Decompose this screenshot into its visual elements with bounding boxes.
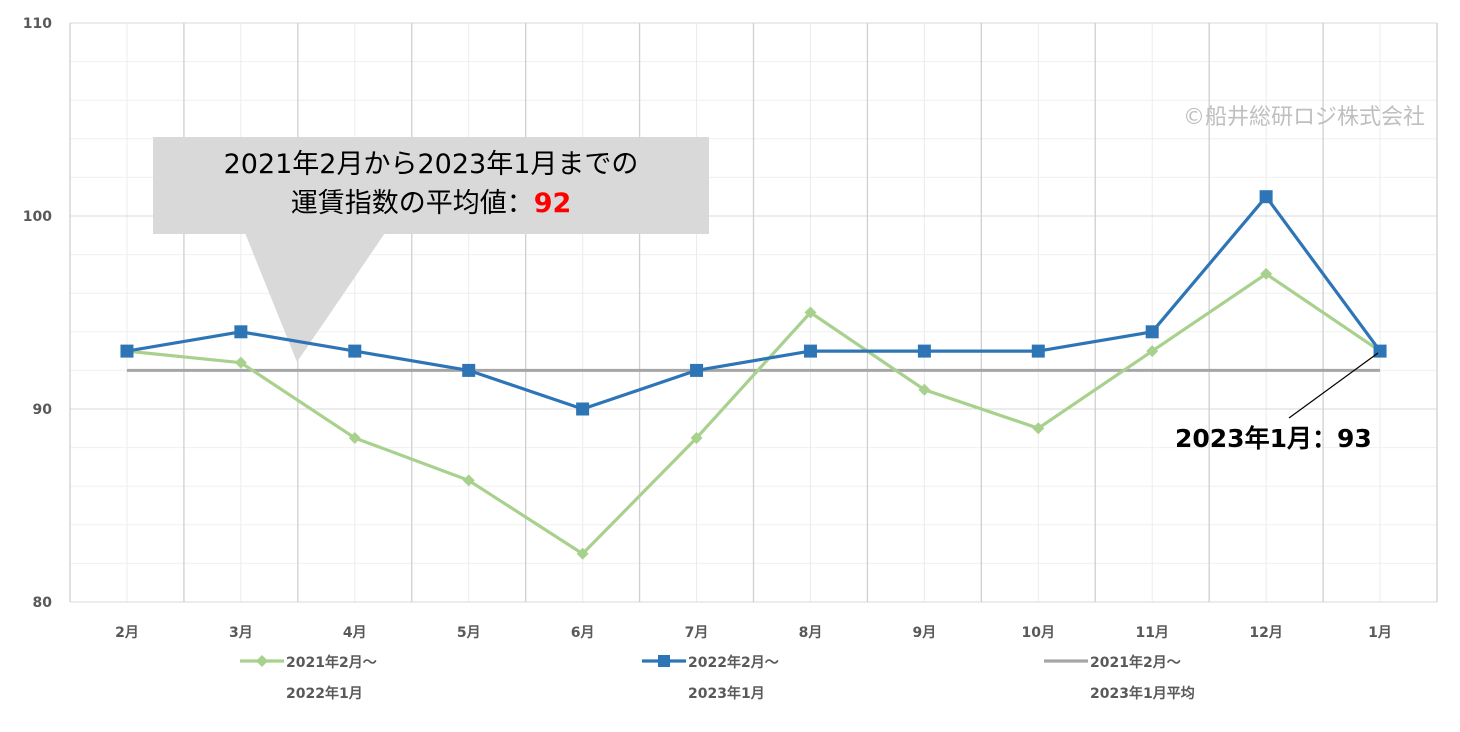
data-point-diamond xyxy=(1146,345,1159,358)
legend-label-line1: 2022年2月～ xyxy=(688,654,779,671)
y-axis-ticks: 80 90 100 110 xyxy=(23,16,52,611)
svg-text:2023年1月：93: 2023年1月：93 xyxy=(1175,424,1372,453)
data-point-square xyxy=(917,344,931,358)
series-group xyxy=(120,190,1387,560)
data-point-diamond xyxy=(234,356,247,369)
legend-marker-square xyxy=(658,655,670,667)
callout-box xyxy=(153,137,709,234)
x-tick-label: 3月 xyxy=(229,625,253,641)
average-callout: 2021年2月から2023年1月までの 運賃指数の平均値：92 xyxy=(153,137,709,362)
x-tick-label: 9月 xyxy=(913,625,937,641)
x-tick-label: 10月 xyxy=(1022,625,1055,641)
data-point-diamond xyxy=(690,431,703,444)
y-tick-label: 110 xyxy=(23,16,52,32)
x-tick-label: 1月 xyxy=(1368,625,1392,641)
data-point-square xyxy=(1145,325,1159,339)
data-point-square xyxy=(1259,190,1273,204)
data-point-square xyxy=(1031,344,1045,358)
x-tick-label: 6月 xyxy=(571,625,595,641)
x-tick-label: 4月 xyxy=(343,625,367,641)
data-point-square xyxy=(690,363,704,377)
data-point-diamond xyxy=(462,474,475,487)
data-point-square xyxy=(234,325,248,339)
callout-line2: 運賃指数の平均値： xyxy=(291,188,534,219)
data-point-square xyxy=(348,344,362,358)
y-tick-label: 80 xyxy=(33,595,53,611)
legend-label-line1: 2021年2月～ xyxy=(1090,654,1181,671)
callout-pointer xyxy=(245,233,385,362)
data-point-square xyxy=(1373,344,1387,358)
data-point-diamond xyxy=(804,306,817,319)
x-tick-label: 11月 xyxy=(1135,625,1168,641)
last-point-label: 2023年1月： xyxy=(1175,424,1337,453)
legend-label-line2: 2022年1月 xyxy=(286,685,363,702)
series-line xyxy=(126,195,1382,411)
series-line xyxy=(126,272,1381,556)
data-point-diamond xyxy=(1032,422,1045,435)
data-point-diamond xyxy=(576,547,589,560)
data-point-square xyxy=(462,363,476,377)
x-tick-label: 5月 xyxy=(457,625,481,641)
copyright-text: ©船井総研ロジ株式会社 xyxy=(1183,105,1425,130)
callout-line1: 2021年2月から2023年1月までの xyxy=(224,149,639,180)
legend-label-line2: 2023年1月平均 xyxy=(1090,685,1195,702)
legend-marker-diamond xyxy=(256,655,268,667)
last-point-value: 93 xyxy=(1337,424,1372,453)
data-point-square xyxy=(803,344,817,358)
legend-label-line2: 2023年1月 xyxy=(688,685,765,702)
x-axis-ticks: 2月 3月 4月 5月 6月 7月 8月 9月 10月 11月 12月 1月 xyxy=(115,625,1392,641)
y-tick-label: 100 xyxy=(23,209,52,225)
legend: 2021年2月～ 2022年1月 2022年2月～ 2023年1月 2021年2月～ 20… xyxy=(240,654,1195,702)
svg-text:運賃指数の平均値：92: 運賃指数の平均値：92 xyxy=(291,188,572,219)
data-point-diamond xyxy=(1260,267,1273,280)
legend-label-line1: 2021年2月～ xyxy=(286,654,377,671)
data-point-diamond xyxy=(348,431,361,444)
y-tick-label: 90 xyxy=(33,402,53,418)
x-tick-label: 8月 xyxy=(799,625,823,641)
data-point-square xyxy=(576,402,590,416)
x-tick-label: 12月 xyxy=(1249,625,1282,641)
last-point-leader xyxy=(1288,352,1379,419)
callout-average-value: 92 xyxy=(534,188,572,219)
data-point-square xyxy=(120,344,134,358)
x-tick-label: 7月 xyxy=(685,625,709,641)
x-tick-label: 2月 xyxy=(115,625,139,641)
data-point-diamond xyxy=(918,383,931,396)
